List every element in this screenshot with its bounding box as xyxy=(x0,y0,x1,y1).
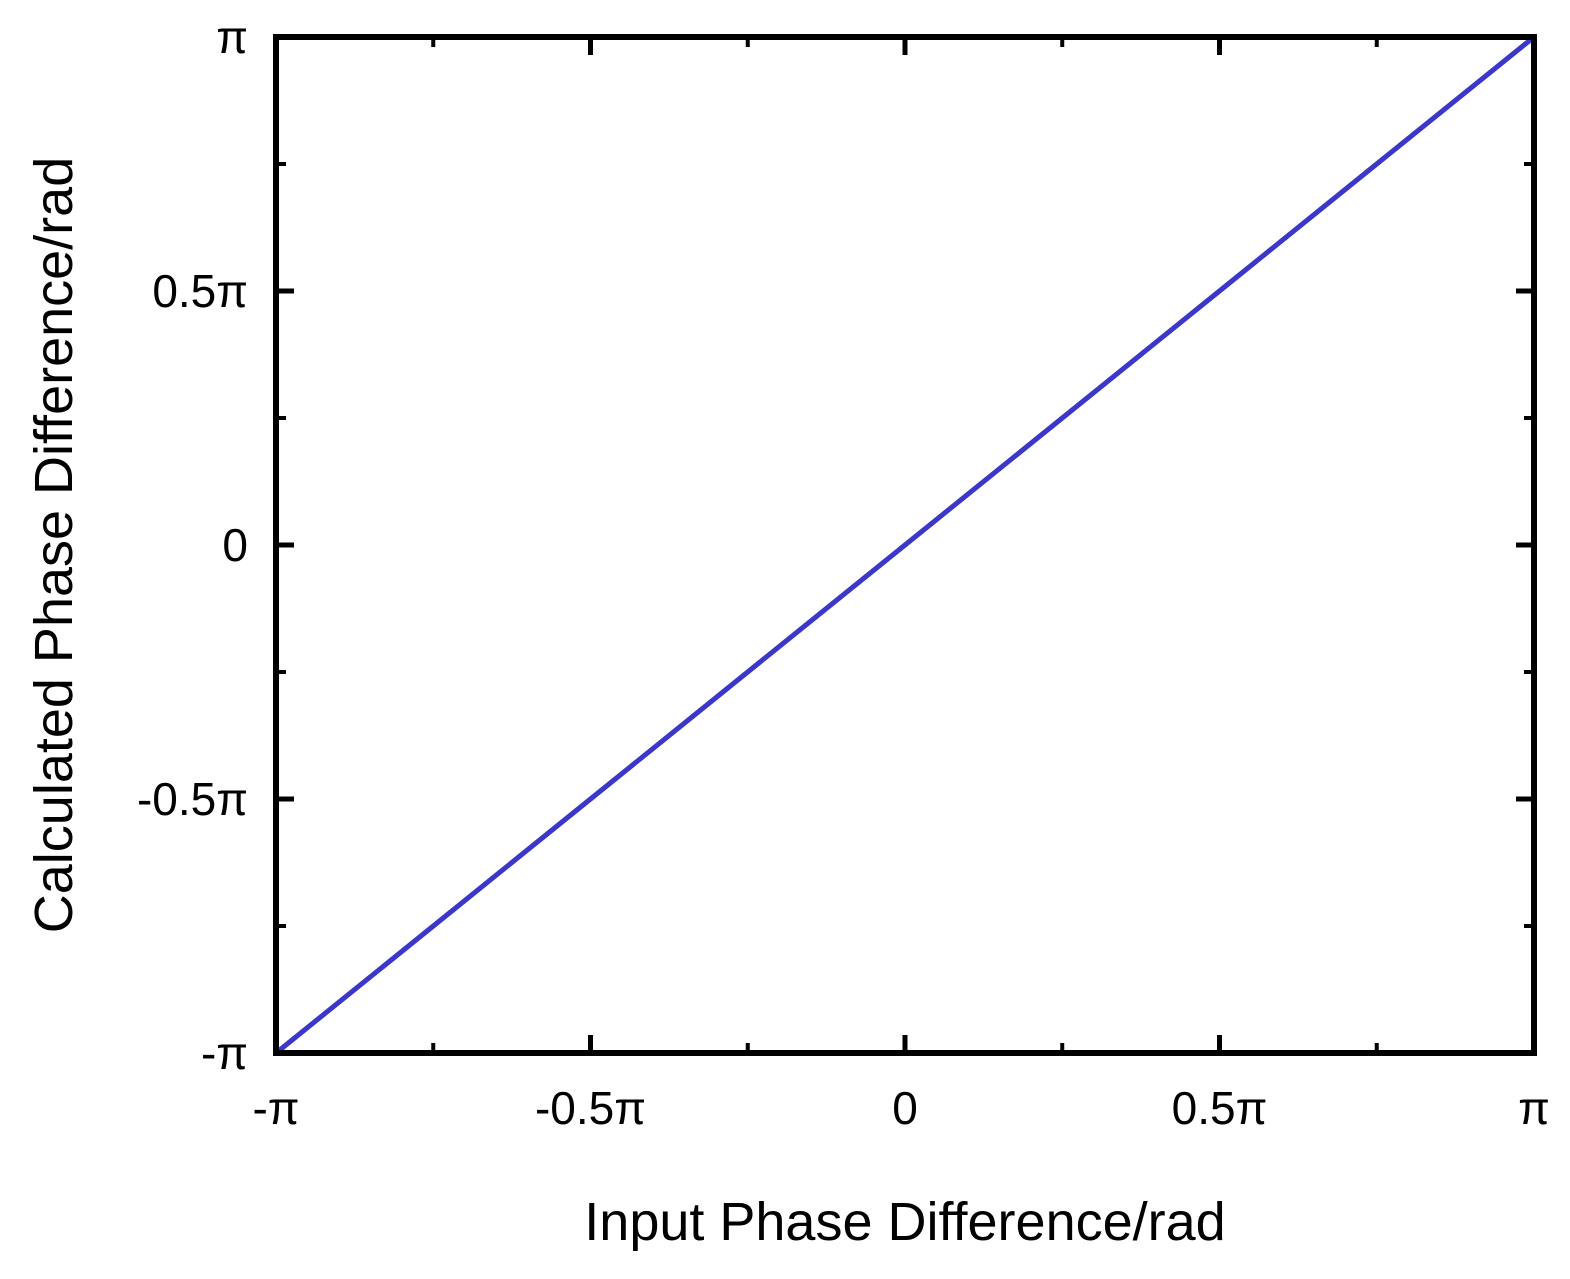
x-axis-title: Input Phase Difference/rad xyxy=(584,1192,1225,1252)
x-tick-label: 0.5π xyxy=(1172,1082,1268,1134)
x-tick-label: -π xyxy=(252,1082,299,1134)
x-tick-labels: -π -0.5π 0 0.5π π xyxy=(252,1082,1549,1134)
y-axis-title: Calculated Phase Difference/rad xyxy=(24,157,84,933)
x-tick-label: 0 xyxy=(892,1082,918,1134)
y-tick-label: π xyxy=(216,11,248,63)
plot-frame xyxy=(273,34,1537,1056)
y-tick-label: -0.5π xyxy=(137,773,248,825)
y-tick-label: 0.5π xyxy=(152,265,248,317)
y-tick-label: 0 xyxy=(222,519,248,571)
series-line xyxy=(273,34,1537,1056)
x-tick-label: -0.5π xyxy=(535,1082,646,1134)
y-tick-label: -π xyxy=(201,1027,248,1079)
x-tick-label: π xyxy=(1518,1082,1550,1134)
y-tick-labels: -π -0.5π 0 0.5π π xyxy=(137,11,248,1079)
series-lines xyxy=(273,34,1537,1056)
